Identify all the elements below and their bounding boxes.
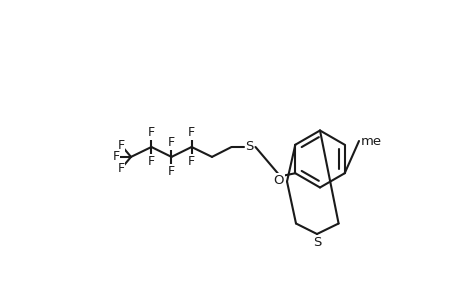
- Text: O: O: [273, 173, 283, 187]
- Text: S: S: [245, 140, 253, 154]
- Text: F: F: [168, 165, 175, 178]
- Text: F: F: [118, 162, 124, 175]
- Text: F: F: [168, 136, 175, 149]
- Text: S: S: [312, 236, 320, 250]
- Text: F: F: [112, 150, 119, 164]
- Text: F: F: [188, 155, 195, 168]
- Text: F: F: [147, 155, 155, 168]
- Text: F: F: [118, 139, 124, 152]
- Text: me: me: [360, 135, 381, 148]
- Text: F: F: [147, 126, 155, 139]
- Text: F: F: [188, 126, 195, 139]
